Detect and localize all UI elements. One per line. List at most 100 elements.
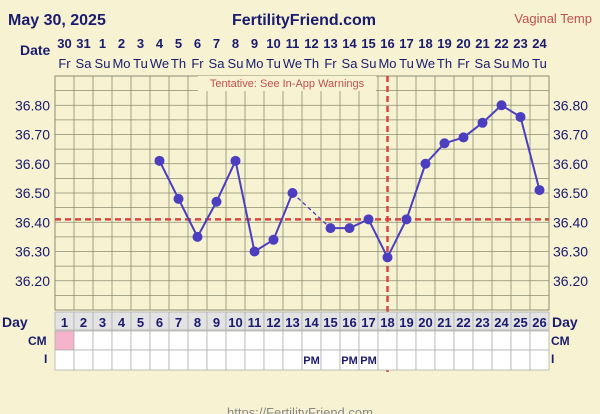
- temperature-point: [268, 234, 279, 245]
- date-label: 24: [532, 36, 547, 51]
- intercourse-cell: [206, 349, 227, 371]
- cycle-day-label: 22: [456, 315, 470, 330]
- cycle-day-label: 2: [80, 315, 87, 330]
- intercourse-cell: [453, 349, 474, 371]
- weekday-label: Tu: [532, 56, 547, 71]
- cm-cell: [453, 330, 474, 351]
- date-label: 2: [118, 36, 125, 51]
- warning-label: Tentative: See In-App Warnings: [210, 78, 365, 90]
- cm-cell: [130, 330, 151, 351]
- footer-url: https://FertilityFriend.com: [227, 405, 373, 414]
- temp-type-label: Vaginal Temp: [514, 11, 592, 26]
- cm-cell: [187, 330, 208, 351]
- y-tick-label: 36.50: [15, 185, 50, 201]
- cm-cell: [377, 330, 398, 351]
- weekday-label: Mo: [511, 56, 529, 71]
- date-label: 16: [380, 36, 394, 51]
- date-label: 1: [99, 36, 106, 51]
- i-row-label-right: I: [551, 352, 554, 366]
- date-label: 22: [494, 36, 508, 51]
- cycle-day-label: 7: [175, 315, 182, 330]
- date-label: 18: [418, 36, 432, 51]
- cm-cell: [510, 330, 531, 351]
- cm-cell: [282, 330, 303, 351]
- temperature-point: [344, 223, 355, 234]
- series-segment: [177, 198, 199, 238]
- intercourse-cell: [472, 349, 493, 371]
- temperature-point: [496, 100, 507, 111]
- intercourse-cell: [92, 349, 113, 371]
- cm-cell: [206, 330, 227, 351]
- date-label: 23: [513, 36, 527, 51]
- cm-cell: [472, 330, 493, 351]
- intercourse-cell: [434, 349, 455, 371]
- cm-cell: [301, 330, 322, 351]
- intercourse-cell: [491, 349, 512, 371]
- temperature-point: [192, 231, 203, 242]
- cm-row-label-right: CM: [551, 334, 570, 348]
- date-label: 20: [456, 36, 470, 51]
- weekday-label: Th: [437, 56, 452, 71]
- y-tick-label: 36.20: [553, 273, 588, 289]
- cm-cell: [149, 330, 170, 351]
- weekday-label: Tu: [133, 56, 148, 71]
- date-label: 31: [76, 36, 90, 51]
- date-label: 11: [286, 36, 300, 51]
- intercourse-cell: [111, 349, 132, 371]
- cm-cell: [111, 330, 132, 351]
- intercourse-cell: [225, 349, 246, 371]
- date-header-row: 30Fr31Sa1Su2Mo3Tu4We5Th6Fr7Sa8Su9Mo10Tu1…: [57, 36, 547, 71]
- date-label: 17: [399, 36, 413, 51]
- date-label: 9: [251, 36, 258, 51]
- temperature-point: [249, 246, 260, 257]
- intercourse-cell: [130, 349, 151, 371]
- weekday-label: Sa: [342, 56, 359, 71]
- cm-cell: [92, 330, 113, 351]
- series-segment: [215, 160, 237, 203]
- date-label: 5: [175, 36, 182, 51]
- day-row-label-right: Day: [552, 314, 578, 330]
- cycle-day-label: 18: [380, 315, 394, 330]
- weekday-label: Su: [95, 56, 111, 71]
- intercourse-cell: [263, 349, 284, 371]
- cm-cell: [263, 330, 284, 351]
- cycle-day-label: 8: [194, 315, 201, 330]
- weekday-label: Sa: [76, 56, 93, 71]
- temperature-point: [363, 214, 374, 225]
- cycle-day-label: 9: [213, 315, 220, 330]
- temperature-point: [154, 155, 165, 166]
- weekday-label: Fr: [457, 56, 470, 71]
- date-label: 30: [57, 36, 71, 51]
- cycle-day-label: 3: [99, 315, 106, 330]
- cycle-day-label: 4: [118, 315, 126, 330]
- date-label: 13: [323, 36, 337, 51]
- date-label: 12: [304, 36, 318, 51]
- weekday-label: Fr: [58, 56, 71, 71]
- series-segment: [405, 163, 427, 220]
- y-tick-label: 36.60: [15, 156, 50, 172]
- date-label: 7: [213, 36, 220, 51]
- cycle-day-label: 11: [248, 315, 262, 330]
- cm-cell: [244, 330, 265, 351]
- weekday-label: We: [283, 56, 302, 71]
- y-axis-right: 36.20 36.30 36.40 36.50 36.60 36.70 36.80: [553, 97, 588, 289]
- weekday-label: Th: [304, 56, 319, 71]
- intercourse-mark: PM: [341, 355, 358, 367]
- temperature-series: [154, 100, 545, 263]
- date-label: 3: [137, 36, 144, 51]
- weekday-label: Su: [494, 56, 510, 71]
- cm-cell: [415, 330, 436, 351]
- cycle-day-label: 21: [437, 315, 451, 330]
- cycle-day-label: 20: [418, 315, 432, 330]
- y-tick-label: 36.30: [553, 244, 588, 260]
- date-label: 8: [232, 36, 239, 51]
- series-segment: [196, 201, 218, 238]
- weekday-label: Sa: [475, 56, 492, 71]
- temperature-point: [325, 223, 336, 234]
- cm-cell: [339, 330, 360, 351]
- temperature-point: [458, 132, 469, 143]
- cm-row-label: CM: [28, 334, 47, 348]
- temperature-point: [211, 196, 222, 207]
- date-label: 10: [266, 36, 280, 51]
